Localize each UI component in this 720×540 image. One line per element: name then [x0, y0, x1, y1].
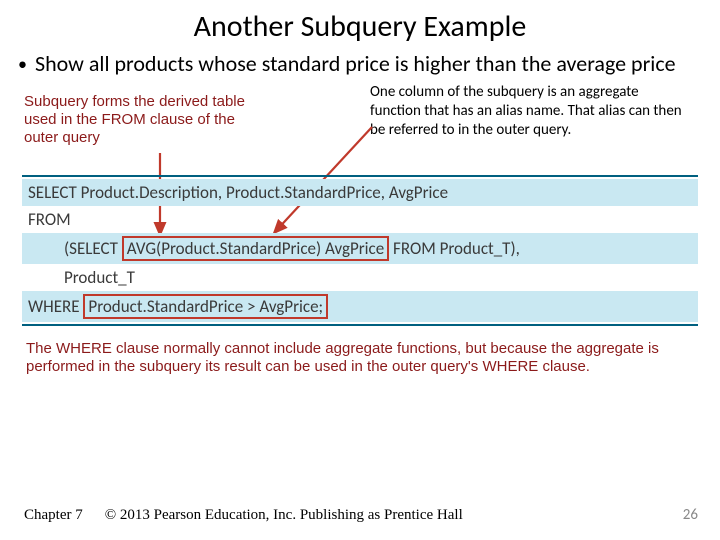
- annotation-right: One column of the subquery is an aggrega…: [370, 83, 690, 140]
- explanation-text: The WHERE clause normally cannot include…: [0, 326, 720, 376]
- annotation-left: Subquery forms the derived table used in…: [24, 93, 264, 147]
- copyright-text: © 2013 Pearson Education, Inc. Publishin…: [105, 507, 463, 524]
- sql-l3-post: FROM Product_T),: [389, 238, 520, 259]
- highlight-box-where: Product.StandardPrice > AvgPrice;: [83, 294, 328, 319]
- highlight-box-aggregate: AVG(Product.StandardPrice) AvgPrice: [122, 236, 389, 261]
- footer: Chapter 7 © 2013 Pearson Education, Inc.…: [0, 507, 720, 524]
- sql-bottom-rule: [22, 324, 698, 326]
- sql-line-1: SELECT Product.Description, Product.Stan…: [22, 179, 698, 206]
- slide-title: Another Subquery Example: [0, 0, 720, 49]
- sql-l3-pre: (SELECT: [64, 238, 122, 259]
- chapter-label: Chapter 7: [24, 507, 83, 524]
- sql-top-rule: [22, 175, 698, 177]
- bullet-text: Show all products whose standard price i…: [35, 51, 676, 77]
- bullet-row: • Show all products whose standard price…: [0, 49, 720, 83]
- sql-line-2: FROM: [22, 206, 698, 233]
- page-number: 26: [683, 506, 698, 524]
- bullet-marker: •: [18, 51, 27, 77]
- sql-block: SELECT Product.Description, Product.Stan…: [22, 175, 698, 326]
- sql-line-4: Product_T: [22, 264, 698, 291]
- sql-line-5: WHERE Product.StandardPrice > AvgPrice;: [22, 291, 698, 322]
- sql-l5-pre: WHERE: [28, 296, 83, 317]
- annotations-area: Subquery forms the derived table used in…: [0, 83, 720, 171]
- sql-line-3: (SELECT AVG(Product.StandardPrice) AvgPr…: [22, 233, 698, 264]
